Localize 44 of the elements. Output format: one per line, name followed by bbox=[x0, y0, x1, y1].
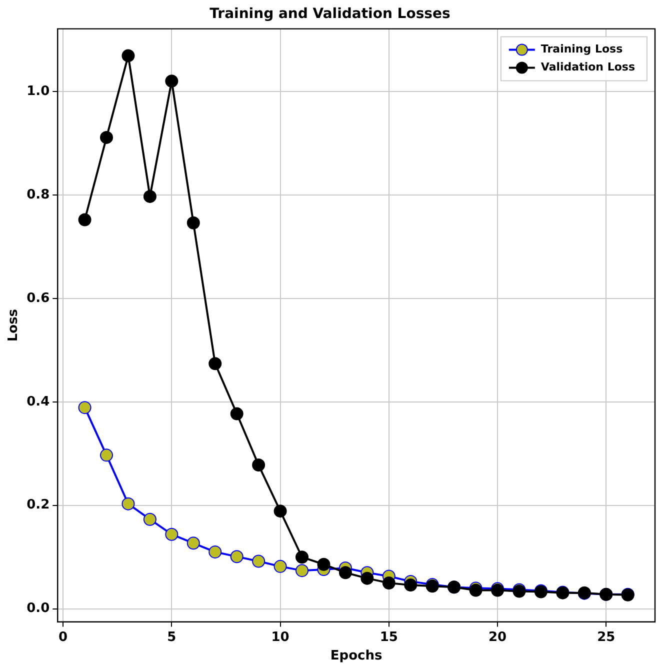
point bbox=[317, 558, 330, 571]
point bbox=[296, 564, 309, 578]
y-axis-title: Loss bbox=[6, 308, 22, 342]
point bbox=[252, 458, 266, 472]
point bbox=[252, 554, 266, 568]
point bbox=[404, 578, 418, 592]
point bbox=[208, 357, 222, 370]
point bbox=[274, 504, 287, 518]
point bbox=[296, 550, 309, 564]
point bbox=[122, 497, 135, 510]
point bbox=[143, 190, 156, 203]
point bbox=[143, 512, 156, 526]
x-tick-label: 15 bbox=[380, 630, 398, 645]
point bbox=[165, 528, 178, 541]
x-tick-label: 10 bbox=[271, 630, 290, 645]
x-tick-label: 20 bbox=[488, 630, 507, 645]
point bbox=[230, 550, 244, 564]
point bbox=[360, 572, 374, 585]
y-tick-label: 0.0 bbox=[26, 601, 50, 616]
point bbox=[100, 130, 114, 144]
x-tick-label: 0 bbox=[58, 630, 68, 645]
x-axis-title: Epochs bbox=[330, 648, 382, 664]
point bbox=[338, 566, 352, 580]
point bbox=[165, 74, 178, 88]
point bbox=[274, 560, 287, 573]
point bbox=[382, 576, 396, 590]
x-tick-label: 5 bbox=[167, 630, 176, 645]
y-tick-label: 0.4 bbox=[26, 394, 50, 410]
x-tick-label: 25 bbox=[597, 630, 616, 645]
point bbox=[186, 216, 200, 230]
y-tick-label: 0.2 bbox=[26, 498, 50, 513]
point bbox=[230, 407, 244, 420]
point bbox=[78, 401, 92, 414]
y-tick-label: 0.6 bbox=[26, 290, 50, 306]
legend-label: Training Loss bbox=[540, 42, 624, 56]
point bbox=[186, 536, 200, 550]
point bbox=[122, 49, 135, 62]
point bbox=[100, 448, 114, 462]
y-tick-label: 0.8 bbox=[26, 187, 50, 202]
legend-label: Validation Loss bbox=[540, 60, 636, 74]
chart-title: Training and Validation Losses bbox=[210, 6, 450, 22]
point bbox=[78, 213, 92, 226]
point bbox=[208, 545, 222, 558]
y-tick-label: 1.0 bbox=[26, 84, 50, 99]
